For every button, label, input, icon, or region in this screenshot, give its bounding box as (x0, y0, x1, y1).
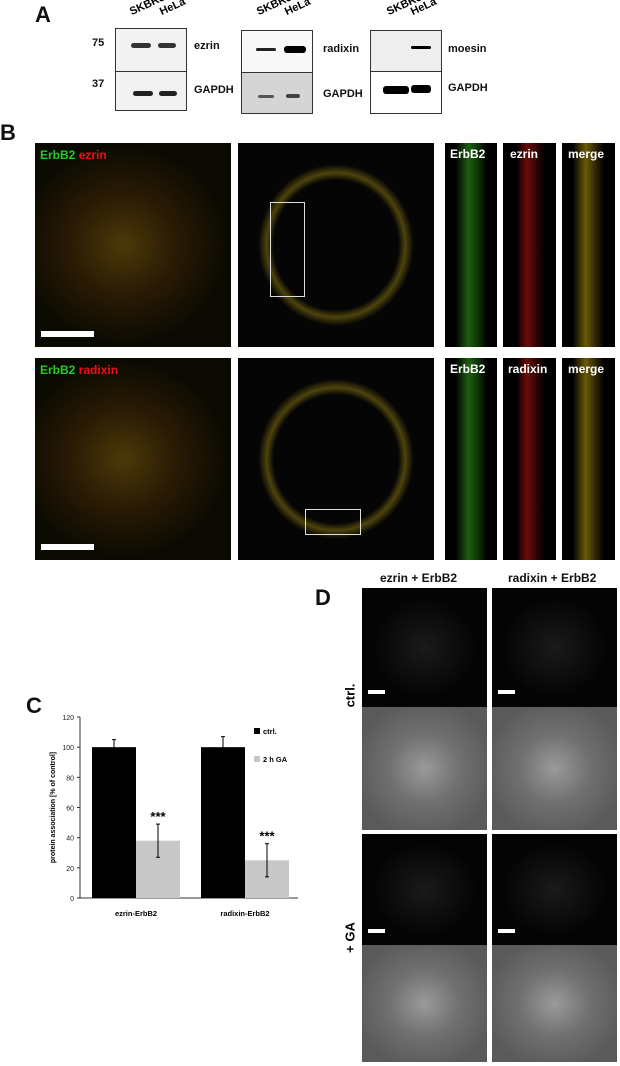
dic-ezrin-ctrl (362, 707, 487, 830)
column-header: ezrin + ErbB2 (380, 571, 458, 585)
x-tick-label: ezrin-ErbB2 (115, 909, 157, 918)
pla-radixin-ga (492, 834, 617, 945)
strip-merge: merge (562, 358, 615, 560)
blot-label: radixin (323, 43, 360, 55)
micrograph-erbb2-radixin: ErbB2 radixin (35, 358, 231, 560)
strip-label: ErbB2 (450, 362, 486, 376)
panel-label-b: B (0, 120, 16, 145)
channel-label-red: ezrin (78, 148, 107, 162)
significance-label: *** (150, 809, 166, 824)
roi-box (305, 509, 361, 535)
strip-merge: merge (562, 143, 615, 347)
scale-bar (41, 331, 94, 337)
y-axis-label: protein association [% of control] (50, 752, 57, 863)
strip-label: merge (568, 362, 605, 376)
legend-swatch (254, 728, 260, 734)
blot-label: ezrin (194, 40, 220, 52)
y-tick-label: 80 (66, 775, 74, 782)
y-tick-label: 20 (66, 866, 74, 873)
scale-bar (368, 929, 385, 933)
blot-ezrin (115, 28, 187, 72)
blot-gapdh (115, 71, 187, 111)
row-label-ga: + GA (342, 922, 358, 953)
blot-gapdh (241, 72, 313, 114)
panel-label-d: D (315, 585, 331, 610)
y-tick-label: 120 (62, 715, 74, 722)
strip-label: ErbB2 (450, 147, 486, 161)
significance-label: *** (259, 829, 275, 844)
marker-75: 75 (92, 37, 105, 49)
scale-bar (41, 544, 94, 550)
channel-label-green: ErbB2 (40, 363, 76, 377)
blot-gapdh (370, 71, 442, 114)
strip-label: ezrin (510, 147, 539, 161)
marker-37: 37 (92, 78, 105, 90)
micrograph-erbb2-ezrin: ErbB2 ezrin (35, 143, 231, 347)
blot-label: moesin (448, 43, 487, 55)
channel-label-red: radixin (78, 363, 119, 377)
roi-box (270, 202, 305, 297)
dic-radixin-ctrl (492, 707, 617, 830)
strip-label: merge (568, 147, 605, 161)
micrograph-erbb2-ezrin-zoomed (238, 143, 434, 347)
strip-label: radixin (508, 362, 548, 376)
legend-label: ctrl. (263, 727, 277, 736)
x-tick-label: radixin-ErbB2 (220, 909, 269, 918)
y-tick-label: 40 (66, 836, 74, 843)
y-tick-label: 100 (62, 745, 74, 752)
strip-radixin: radixin (503, 358, 556, 560)
legend-label: 2 h GA (263, 755, 288, 764)
pla-ezrin-ctrl (362, 588, 487, 707)
scale-bar (368, 690, 385, 694)
strip-ezrin: ezrin (503, 143, 556, 347)
pla-ezrin-ga (362, 834, 487, 945)
column-header: radixin + ErbB2 (508, 571, 597, 585)
panel-label-c: C (26, 693, 42, 718)
blot-moesin (370, 30, 442, 73)
blot-label: GAPDH (323, 88, 363, 100)
strip-erbb2: ErbB2 (445, 143, 497, 347)
dic-ezrin-ga (362, 945, 487, 1062)
bar-chart: 0 20 40 60 80 100 120 protein association [% of… (50, 715, 298, 918)
pla-radixin-ctrl (492, 588, 617, 707)
row-label-ctrl: ctrl. (342, 683, 358, 708)
scale-bar (498, 690, 515, 694)
bar (201, 747, 245, 898)
y-tick-label: 60 (66, 806, 74, 813)
legend-swatch (254, 756, 260, 762)
channel-label-green: ErbB2 (40, 148, 76, 162)
bar (92, 747, 136, 898)
dic-radixin-ga (492, 945, 617, 1062)
y-tick-label: 0 (70, 896, 74, 903)
blot-label: GAPDH (194, 84, 234, 96)
blot-radixin (241, 30, 313, 74)
blot-label: GAPDH (448, 82, 488, 94)
micrograph-erbb2-radixin-zoomed (238, 358, 434, 560)
panel-label-a: A (35, 2, 51, 27)
strip-erbb2: ErbB2 (445, 358, 497, 560)
scale-bar (498, 929, 515, 933)
